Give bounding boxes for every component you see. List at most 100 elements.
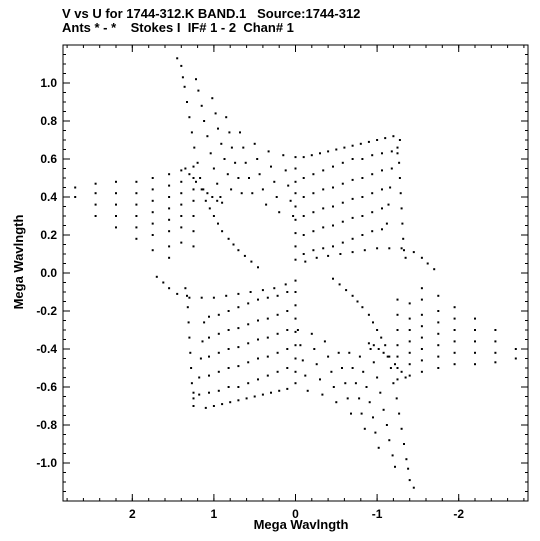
data-point	[304, 374, 307, 377]
data-point	[287, 184, 290, 187]
data-point	[276, 351, 279, 354]
data-point	[408, 340, 411, 343]
y-tick-label: 0.2	[40, 228, 57, 242]
data-point	[474, 363, 476, 366]
data-point	[341, 241, 344, 244]
data-point	[312, 230, 315, 233]
data-point	[400, 370, 403, 373]
data-point	[227, 348, 230, 350]
data-point	[363, 427, 366, 430]
data-point	[225, 294, 228, 297]
data-point	[322, 207, 325, 210]
data-point	[198, 393, 201, 396]
data-point	[391, 454, 394, 457]
data-point	[192, 165, 195, 168]
data-point	[237, 177, 240, 179]
data-point	[396, 152, 399, 155]
data-point	[330, 370, 333, 373]
data-point	[377, 348, 380, 350]
data-point	[319, 152, 321, 155]
data-point	[437, 310, 440, 312]
data-point	[237, 346, 240, 349]
data-point	[351, 197, 354, 200]
data-point	[381, 207, 383, 210]
data-point	[273, 180, 276, 183]
data-point	[180, 192, 183, 195]
data-point	[221, 230, 224, 233]
data-point	[282, 154, 285, 157]
data-point	[420, 287, 423, 290]
data-point	[208, 391, 210, 394]
data-point	[408, 363, 411, 366]
data-point	[212, 405, 215, 407]
data-point	[339, 253, 342, 255]
data-point	[319, 378, 321, 381]
data-point	[168, 230, 171, 233]
data-point	[135, 203, 138, 206]
data-point	[294, 192, 297, 195]
data-point	[376, 247, 379, 250]
data-point	[400, 247, 403, 250]
y-tick-label: 0.4	[40, 190, 57, 204]
data-point	[514, 348, 517, 350]
data-point	[302, 196, 305, 198]
data-point	[426, 262, 429, 265]
data-point	[437, 355, 440, 358]
data-point	[381, 169, 383, 172]
y-tick-label: -0.8	[36, 418, 57, 432]
data-point	[190, 367, 193, 369]
data-point	[371, 154, 374, 157]
data-point	[257, 298, 259, 301]
data-point	[408, 329, 411, 331]
y-tick-label: 0.0	[40, 266, 57, 280]
data-point	[322, 226, 325, 229]
data-point	[188, 116, 191, 119]
data-point	[302, 215, 305, 217]
data-point	[332, 224, 334, 227]
data-point	[168, 207, 171, 210]
data-point	[115, 203, 117, 206]
data-point	[227, 237, 230, 240]
data-point	[404, 376, 407, 379]
data-point	[183, 85, 186, 88]
data-point	[332, 165, 334, 168]
data-point	[151, 177, 154, 179]
data-point	[371, 192, 374, 195]
y-tick-label: 1.0	[40, 76, 57, 90]
data-point	[211, 196, 214, 198]
data-point	[212, 167, 215, 170]
data-point	[234, 161, 237, 164]
data-point	[453, 329, 456, 331]
data-point	[376, 376, 379, 379]
data-point	[294, 279, 297, 282]
data-point	[474, 317, 476, 320]
data-point	[267, 150, 270, 153]
data-point	[180, 203, 183, 206]
data-point	[212, 296, 215, 299]
data-point	[394, 363, 396, 366]
data-point	[390, 150, 393, 153]
data-point	[176, 292, 179, 295]
data-point	[301, 359, 304, 362]
data-point	[310, 154, 313, 157]
data-point	[168, 287, 171, 290]
data-point	[94, 192, 97, 195]
data-point	[359, 142, 362, 145]
data-point	[367, 140, 370, 143]
data-point	[420, 348, 423, 350]
data-point	[398, 412, 401, 415]
data-point	[227, 329, 230, 331]
data-point	[286, 348, 289, 350]
data-point	[184, 167, 187, 170]
data-point	[389, 186, 392, 189]
data-point	[257, 338, 259, 341]
data-point	[180, 169, 183, 172]
data-point	[192, 245, 195, 248]
data-point	[360, 412, 363, 415]
data-point	[200, 296, 203, 299]
data-point	[217, 127, 219, 130]
data-point	[474, 351, 476, 354]
data-point	[227, 367, 230, 369]
data-point	[266, 374, 269, 377]
